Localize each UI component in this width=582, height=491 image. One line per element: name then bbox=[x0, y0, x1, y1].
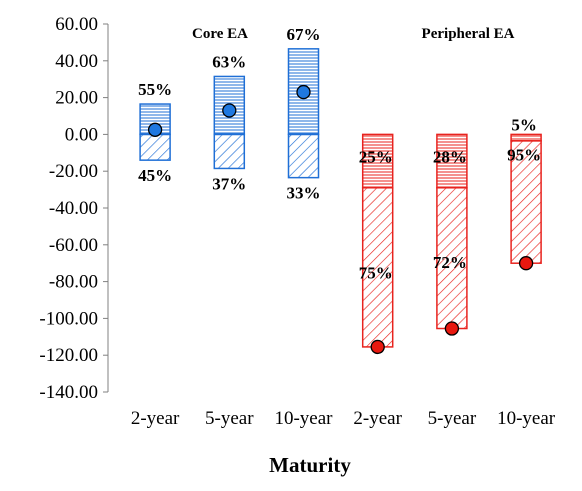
percent-label: 25% bbox=[359, 147, 393, 166]
total-marker bbox=[222, 103, 237, 118]
y-tick-label: -120.00 bbox=[39, 345, 98, 366]
data-labels: 55% 45% 63% 37% 67% 33% 25% 75% 28% 72% 5% 95% bbox=[138, 25, 541, 355]
percent-label: 45% bbox=[138, 166, 172, 185]
bar-negative bbox=[139, 133, 171, 161]
bar-lower-segment bbox=[436, 187, 468, 330]
percent-label: 28% bbox=[433, 147, 467, 166]
y-tick-label: -20.00 bbox=[49, 161, 98, 182]
y-tick-label: -80.00 bbox=[49, 272, 98, 293]
x-tick-label: 2-year bbox=[131, 408, 180, 429]
group-label-peripheral: Peripheral EA bbox=[422, 26, 515, 42]
percent-label: 37% bbox=[212, 174, 246, 193]
bar-lower-segment bbox=[510, 140, 542, 264]
bars bbox=[139, 48, 542, 348]
x-tick-label: 10-year bbox=[497, 408, 556, 429]
bar-negative bbox=[213, 133, 246, 170]
x-tick-label: 5-year bbox=[428, 408, 477, 429]
y-tick-label: 0.00 bbox=[65, 124, 98, 145]
percent-label: 95% bbox=[507, 145, 541, 164]
bar-lower-segment bbox=[361, 187, 394, 348]
total-marker bbox=[296, 84, 311, 100]
y-tick-label: -40.00 bbox=[49, 198, 98, 219]
bar-negative bbox=[287, 133, 320, 179]
percent-label: 75% bbox=[359, 263, 393, 282]
y-tick-label: 40.00 bbox=[55, 51, 98, 72]
y-tick-label: -140.00 bbox=[39, 382, 98, 403]
percent-label: 67% bbox=[287, 25, 321, 44]
x-tick-label: 5-year bbox=[205, 408, 254, 429]
percent-label: 33% bbox=[287, 184, 321, 203]
x-tick-label: 10-year bbox=[274, 408, 333, 429]
percent-label: 63% bbox=[212, 52, 246, 71]
bar-upper-segment bbox=[510, 133, 542, 142]
total-marker bbox=[147, 122, 163, 137]
percent-label: 72% bbox=[433, 253, 467, 272]
y-tick-label: -60.00 bbox=[49, 235, 98, 256]
bar-upper-segment bbox=[436, 133, 468, 189]
y-tick-label: 60.00 bbox=[55, 14, 98, 35]
total-marker bbox=[444, 321, 460, 336]
x-axis-title: Maturity bbox=[269, 453, 351, 477]
x-tick-label: 2-year bbox=[353, 408, 402, 429]
percent-label: 5% bbox=[511, 115, 537, 134]
percent-label: 55% bbox=[138, 80, 172, 99]
total-marker bbox=[518, 256, 534, 271]
y-tick-label: 20.00 bbox=[55, 88, 98, 109]
total-marker bbox=[370, 339, 385, 355]
group-label-core: Core EA bbox=[192, 26, 248, 42]
y-tick-label: -100.00 bbox=[39, 308, 98, 329]
y-axis: 60.00 40.00 20.00 0.00 -20.00 -40.00 -60.00 -80… bbox=[39, 14, 555, 429]
